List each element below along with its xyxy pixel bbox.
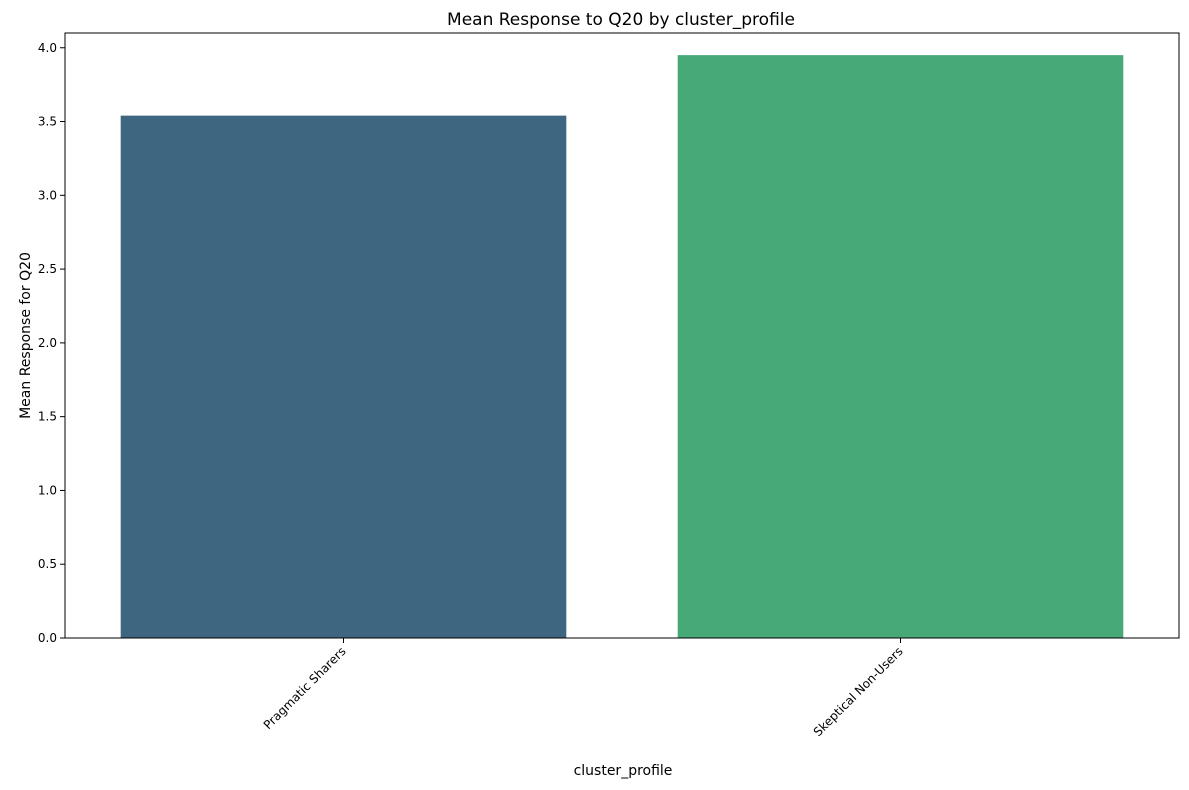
y-tick-label: 2.0 <box>38 336 57 350</box>
chart-title: Mean Response to Q20 by cluster_profile <box>447 10 795 30</box>
y-tick-label: 3.0 <box>38 188 57 202</box>
plot-frame <box>64 32 1180 639</box>
y-tick-label: 0.5 <box>38 557 57 571</box>
y-tick-label: 1.0 <box>38 483 57 497</box>
x-axis-title: cluster_profile <box>574 763 673 779</box>
y-tick-label: 0.0 <box>38 631 57 645</box>
y-axis-title: Mean Response for Q20 <box>18 252 34 419</box>
y-tick-label: 1.5 <box>38 410 57 424</box>
y-tick-label: 4.0 <box>38 41 57 55</box>
bar-skeptical-non-users <box>677 55 1124 638</box>
y-tick-label: 2.5 <box>38 262 57 276</box>
bars-group <box>120 55 1124 638</box>
bar-pragmatic-sharers <box>120 115 567 638</box>
y-axis-ticks: 0.0 0.5 1.0 1.5 2.0 2.5 3.0 3.5 4.0 <box>38 41 65 645</box>
y-tick-label: 3.5 <box>38 115 57 129</box>
